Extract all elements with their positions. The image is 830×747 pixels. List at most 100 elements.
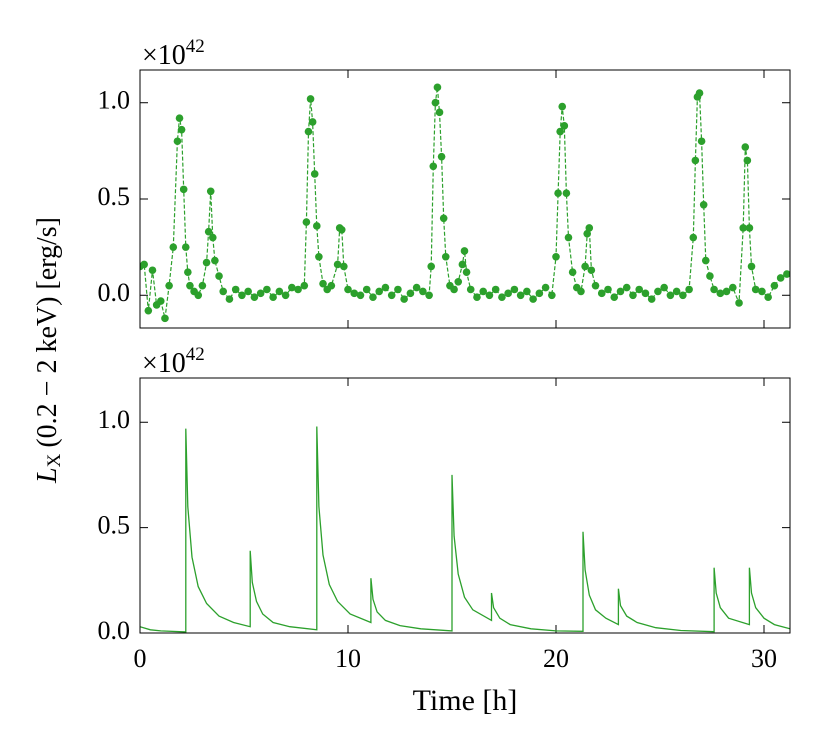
data-point	[629, 291, 637, 300]
data-point	[660, 283, 668, 292]
data-point	[308, 118, 317, 126]
data-point	[431, 98, 440, 107]
data-point	[406, 289, 415, 298]
data-point	[504, 289, 512, 298]
data-point	[337, 226, 346, 234]
data-point	[610, 293, 619, 301]
data-point	[184, 268, 192, 276]
data-point	[729, 283, 737, 292]
data-point	[622, 283, 631, 292]
data-point	[165, 281, 173, 290]
data-point	[302, 218, 311, 226]
data-point	[333, 260, 342, 269]
data-point	[362, 285, 371, 294]
data-point	[238, 291, 246, 300]
data-point	[225, 295, 234, 303]
data-point	[581, 262, 589, 271]
data-point	[716, 289, 725, 298]
data-point	[691, 156, 700, 165]
data-point	[577, 287, 585, 296]
data-point	[689, 233, 698, 242]
x-tick-label: 0	[134, 644, 147, 673]
data-point	[568, 268, 577, 276]
data-point	[437, 152, 446, 161]
data-point	[181, 243, 190, 251]
data-point	[244, 287, 252, 296]
data-point	[344, 285, 352, 294]
data-point	[340, 262, 348, 271]
data-point	[412, 283, 421, 292]
data-point	[672, 287, 681, 296]
data-point	[541, 283, 550, 292]
data-point	[535, 289, 544, 298]
data-point	[250, 293, 259, 301]
data-point	[319, 279, 327, 288]
data-point	[597, 289, 606, 298]
data-point	[764, 293, 772, 301]
data-point	[585, 224, 594, 232]
data-point	[735, 299, 743, 307]
data-point	[491, 285, 500, 294]
plot-area	[140, 426, 790, 633]
data-point	[710, 285, 718, 294]
data-point	[275, 287, 284, 296]
y-label-rest: (0.2 − 2 keV) [erg/s]	[32, 217, 63, 448]
y-tick-label: 0.0	[98, 616, 131, 645]
offset-base: ×10	[142, 348, 186, 379]
data-point	[783, 270, 790, 278]
axes-frame	[139, 69, 791, 329]
data-point	[458, 260, 467, 269]
data-point	[294, 285, 302, 294]
data-point	[516, 291, 525, 300]
data-point	[743, 156, 752, 165]
data-point	[454, 277, 463, 286]
data-point	[583, 229, 591, 238]
data-point	[419, 287, 427, 296]
data-point	[144, 306, 153, 315]
data-point	[206, 187, 215, 196]
data-point	[450, 285, 458, 294]
data-point	[202, 258, 211, 267]
data-point	[313, 222, 321, 230]
data-point	[745, 224, 754, 232]
data-line	[140, 426, 790, 633]
data-point	[439, 214, 448, 223]
data-point	[198, 281, 207, 290]
data-point	[747, 262, 756, 271]
data-point	[427, 262, 436, 271]
data-point	[654, 287, 662, 296]
data-point	[300, 281, 309, 290]
data-point	[209, 233, 217, 242]
data-point	[269, 293, 277, 301]
data-point	[281, 291, 290, 300]
data-point	[462, 268, 471, 276]
data-point	[215, 272, 223, 280]
data-point	[552, 252, 560, 261]
data-point	[641, 289, 650, 298]
data-line	[140, 87, 788, 319]
data-point	[327, 281, 336, 290]
data-point	[776, 274, 785, 282]
data-point	[695, 89, 704, 97]
y-tick-label: 0.5	[98, 182, 131, 211]
data-point	[564, 233, 573, 242]
x-tick-label: 10	[335, 644, 361, 673]
data-point	[679, 291, 687, 300]
data-point	[473, 293, 481, 301]
offset-text: ×1042	[142, 36, 205, 71]
data-point	[315, 252, 323, 261]
data-point	[161, 314, 169, 323]
data-point	[722, 287, 731, 296]
data-point	[529, 295, 537, 303]
data-point	[460, 247, 469, 255]
data-point	[591, 281, 600, 290]
data-point	[701, 256, 710, 265]
data-point	[556, 127, 564, 136]
data-point	[741, 143, 750, 151]
data-point	[375, 287, 384, 296]
y-tick-label: 0.5	[98, 511, 131, 540]
y-label-sub: X	[44, 453, 65, 467]
x-tick-label: 30	[751, 644, 777, 673]
data-point	[425, 291, 433, 300]
data-point	[751, 285, 760, 294]
